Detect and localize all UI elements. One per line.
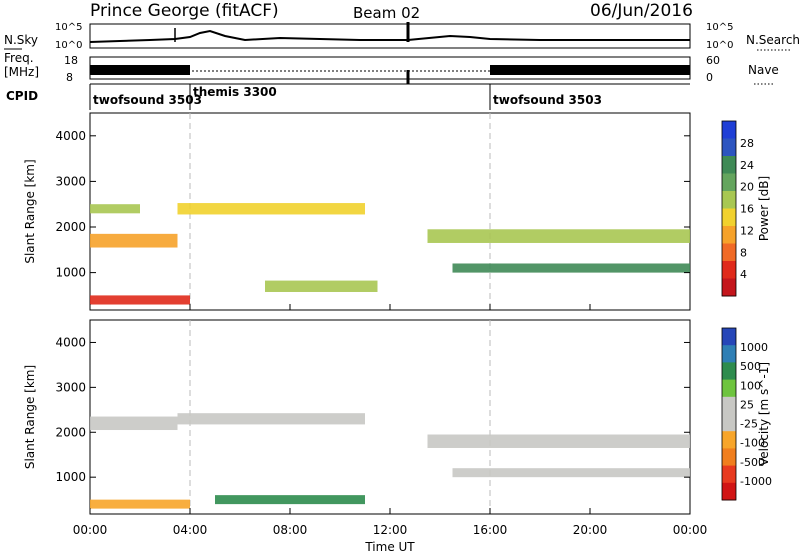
colorbar-tick-label: 8 [740, 246, 747, 259]
nsky-line [89, 29, 690, 43]
colorbar-tick-label: 1000 [740, 341, 768, 354]
cpid-segment-label: twofsound 3503 [493, 93, 602, 107]
colorbar-swatch [722, 173, 736, 192]
nsky-frame [89, 23, 691, 49]
nsearch-tick-bottom: 10^0 [706, 40, 733, 51]
x-axis-label: Time UT [364, 540, 415, 554]
x-tick-label: 08:00 [273, 523, 308, 537]
y-tick-label: 3000 [55, 380, 86, 394]
colorbar-swatch [722, 448, 736, 467]
colorbar-swatch [722, 156, 736, 174]
colorbar-swatch [722, 278, 736, 297]
y-tick-label: 4000 [55, 129, 86, 143]
nave-tick-top: 60 [706, 54, 720, 67]
freq-label-1: Freq. [4, 51, 34, 65]
x-tick-label: 00:00 [73, 523, 108, 537]
y-tick-label: 4000 [55, 335, 86, 349]
colorbar-tick-label: 12 [740, 224, 754, 237]
colorbar-tick-label: 16 [740, 203, 754, 216]
x-tick-label: 00:00 [673, 523, 708, 537]
colorbar-tick-label: -1000 [740, 475, 772, 488]
radar-title: Prince George (fitACF) [90, 1, 279, 21]
colorbar-swatch [722, 362, 736, 381]
colorbar-tick-label: 500 [740, 360, 761, 373]
x-tick-label: 04:00 [173, 523, 208, 537]
colorbar-swatch [722, 138, 736, 157]
scatter-band [90, 204, 140, 214]
colorbar-swatch [722, 414, 736, 432]
cpid-segment-label: twofsound 3503 [93, 93, 202, 107]
colorbar-swatch [722, 328, 736, 346]
y-tick-label: 2000 [55, 220, 86, 234]
freq-bar-b [490, 65, 690, 75]
scatter-band [90, 499, 190, 509]
time-axis: 00:00 04:00 08:00 12:00 16:00 20:00 00:00 [73, 304, 708, 537]
scatter-band [452, 468, 690, 478]
colorbar-tick-label: 25 [740, 398, 754, 411]
scatter-band [427, 229, 690, 243]
nsearch-tick-top: 10^5 [706, 22, 733, 33]
colorbar-swatch [722, 379, 736, 398]
colorbar-tick-label: 24 [740, 159, 754, 172]
colorbar-tick-label: 20 [740, 181, 754, 194]
scatter-band [215, 495, 365, 505]
y-tick-label: 1000 [55, 470, 86, 484]
date-label: 06/Jun/2016 [590, 1, 693, 21]
colorbar-tick-label: 100 [740, 379, 761, 392]
y-axis-label: Slant Range [km] [23, 159, 37, 263]
colorbar-frame [721, 120, 737, 297]
colorbar-swatch [722, 261, 736, 279]
colorbar-swatch [722, 396, 736, 415]
colorbar-label: Power [dB] [757, 176, 771, 241]
colorbar-swatch [722, 482, 736, 501]
y-tick-label: 3000 [55, 174, 86, 188]
y-axis-label: Slant Range [km] [23, 365, 37, 469]
nsky-tick-bottom: 10^0 [55, 40, 82, 51]
scatter-band [265, 280, 378, 292]
power-panel: 1000 2000 3000 4000 Slant Range [km] 4 8 12 16 20… [23, 112, 771, 311]
beam-label: Beam 02 [353, 4, 420, 22]
colorbar-swatch [722, 465, 736, 484]
scatter-band [452, 263, 690, 273]
x-tick-label: 16:00 [473, 523, 508, 537]
colorbar-tick-label: 28 [740, 137, 754, 150]
freq-tick-bottom: 8 [66, 71, 73, 84]
colorbar-swatch [722, 121, 736, 139]
y-tick-label: 1000 [55, 266, 86, 280]
colorbar-swatch [722, 345, 736, 363]
velocity-panel: 1000 2000 3000 4000 Slant Range [km] 1000 500 1… [23, 319, 772, 515]
nave-label: Nave [748, 63, 779, 77]
colorbar-frame [721, 327, 737, 501]
scatter-band [427, 434, 690, 448]
freq-bar-a [90, 65, 190, 75]
colorbar-tick-label: -500 [740, 456, 765, 469]
x-tick-label: 20:00 [573, 523, 608, 537]
nsky-tick-top: 10^5 [55, 22, 82, 33]
y-tick-label: 2000 [55, 425, 86, 439]
freq-tick-top: 18 [64, 54, 78, 67]
colorbar-swatch [722, 243, 736, 262]
freq-label-2: [MHz] [4, 65, 39, 79]
scatter-band [90, 233, 178, 248]
cpid-label: CPID [6, 89, 38, 103]
colorbar-swatch [722, 208, 736, 227]
nsky-label: N.Sky [4, 33, 38, 47]
scatter-band [90, 295, 190, 305]
x-tick-label: 12:00 [373, 523, 408, 537]
colorbar-swatch [722, 431, 736, 449]
scatter-band [90, 416, 178, 431]
nave-tick-bottom: 0 [706, 71, 713, 84]
nsearch-label: N.Search [746, 33, 800, 47]
colorbar-tick-label: -25 [740, 418, 758, 431]
colorbar-swatch [722, 226, 736, 244]
colorbar-tick-label: -100 [740, 437, 765, 450]
scatter-band [177, 203, 365, 215]
colorbar-label: Velocity [m s^-1] [757, 362, 771, 466]
scatter-band [177, 413, 365, 425]
cpid-segment-label: themis 3300 [193, 85, 277, 99]
colorbar-tick-label: 4 [740, 268, 747, 281]
colorbar-swatch [722, 191, 736, 209]
